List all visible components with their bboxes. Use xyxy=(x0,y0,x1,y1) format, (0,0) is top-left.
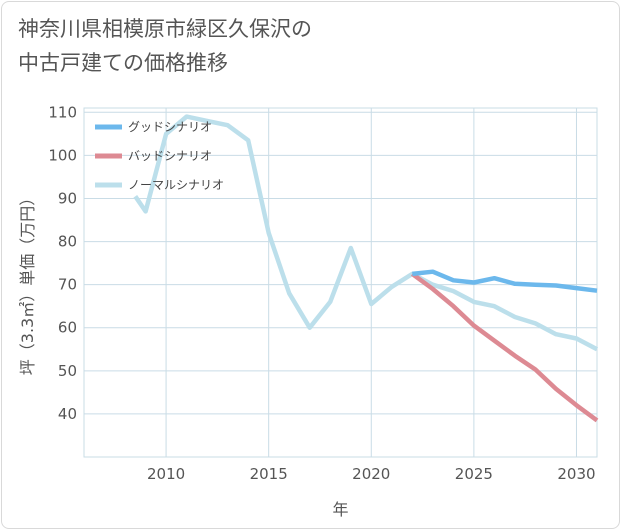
legend-label: グッドシナリオ xyxy=(128,120,212,134)
y-axis-label: 坪（3.3㎡）単価（万円） xyxy=(18,190,37,375)
x-tick-label: 2025 xyxy=(455,465,493,483)
y-tick-label: 100 xyxy=(48,146,77,164)
grid-lines xyxy=(83,107,598,458)
plot-border xyxy=(83,107,598,458)
tick-labels: 2010 2015 2020 2025 2030 40 50 60 70 80 90 100 110 xyxy=(48,103,595,483)
chart-title-line-2: 中古戸建ての価格推移 xyxy=(18,51,228,75)
y-tick-label: 110 xyxy=(48,103,77,121)
chart-title-line-1: 神奈川県相模原市緑区久保沢の xyxy=(18,17,312,41)
y-tick-label: 60 xyxy=(58,319,77,337)
x-tick-label: 2030 xyxy=(557,465,595,483)
y-tick-label: 50 xyxy=(58,362,77,380)
y-tick-label: 40 xyxy=(58,405,77,423)
series-line-0 xyxy=(412,269,598,293)
x-tick-label: 2015 xyxy=(250,465,288,483)
y-tick-label: 70 xyxy=(58,276,77,294)
legend-label: バッドシナリオ xyxy=(128,149,212,163)
series-line-2 xyxy=(133,114,599,352)
x-tick-label: 2010 xyxy=(147,465,185,483)
series-line-1 xyxy=(410,272,599,423)
y-tick-label: 90 xyxy=(58,189,77,207)
series-lines xyxy=(133,114,599,423)
legend-label: ノーマルシナリオ xyxy=(128,178,224,192)
x-tick-label: 2020 xyxy=(352,465,390,483)
x-axis-label: 年 xyxy=(332,500,348,519)
y-tick-label: 80 xyxy=(58,233,77,251)
chart-title: 神奈川県相模原市緑区久保沢の 中古戸建ての価格推移 xyxy=(18,12,312,80)
